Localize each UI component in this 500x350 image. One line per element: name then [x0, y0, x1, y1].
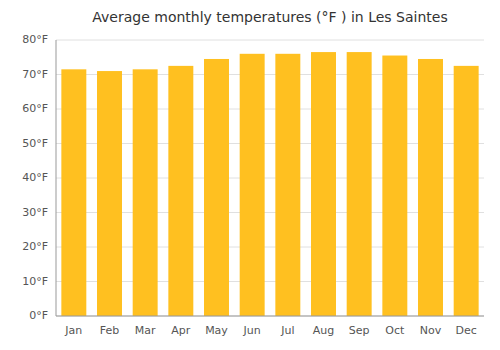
bar	[454, 66, 479, 316]
x-tick-label: Jun	[243, 324, 261, 337]
bar	[97, 71, 122, 316]
grid-line	[56, 40, 484, 41]
y-axis: 0°F 10°F 20°F 30°F 40°F 50°F 60°F 70°F 80°F	[22, 33, 48, 322]
y-tick-label: 0°F	[29, 309, 48, 322]
y-tick-label: 80°F	[22, 33, 48, 46]
x-tick-label: Aug	[313, 324, 334, 337]
bar	[240, 54, 265, 316]
x-tick-label: Jul	[280, 324, 294, 337]
x-tick-label: Mar	[135, 324, 156, 337]
bar	[382, 56, 407, 316]
x-tick-label: Oct	[385, 324, 405, 337]
y-axis-line	[56, 40, 57, 316]
x-axis-line	[56, 316, 484, 317]
grid-line	[56, 316, 484, 317]
x-tick-label: Dec	[456, 324, 477, 337]
bar	[168, 66, 193, 316]
x-tick-label: Apr	[171, 324, 191, 337]
bar	[347, 52, 372, 316]
y-tick-label: 30°F	[22, 206, 48, 219]
bar	[61, 69, 86, 316]
bar	[133, 69, 158, 316]
x-tick-label: Nov	[420, 324, 442, 337]
chart-container: Average monthly temperatures (°F ) in Le…	[0, 0, 500, 350]
y-tick-label: 10°F	[22, 275, 48, 288]
bars	[61, 52, 478, 316]
x-tick-label: Jan	[64, 324, 82, 337]
x-tick-label: Sep	[349, 324, 370, 337]
y-tick-label: 70°F	[22, 68, 48, 81]
y-tick-label: 60°F	[22, 102, 48, 115]
title: Average monthly temperatures (°F ) in Le…	[92, 9, 447, 25]
bar	[275, 54, 300, 316]
grid	[56, 40, 484, 316]
y-tick-label: 50°F	[22, 137, 48, 150]
x-tick-label: May	[205, 324, 228, 337]
y-tick-label: 40°F	[22, 171, 48, 184]
chart: Average monthly temperatures (°F ) in Le…	[0, 0, 500, 350]
bar	[311, 52, 336, 316]
x-tick-label: Feb	[100, 324, 119, 337]
x-axis: Jan Feb Mar Apr May Jun Jul Aug Sep Oct Nov Dec	[64, 324, 476, 337]
bar	[204, 59, 229, 316]
y-tick-label: 20°F	[22, 240, 48, 253]
bar	[418, 59, 443, 316]
